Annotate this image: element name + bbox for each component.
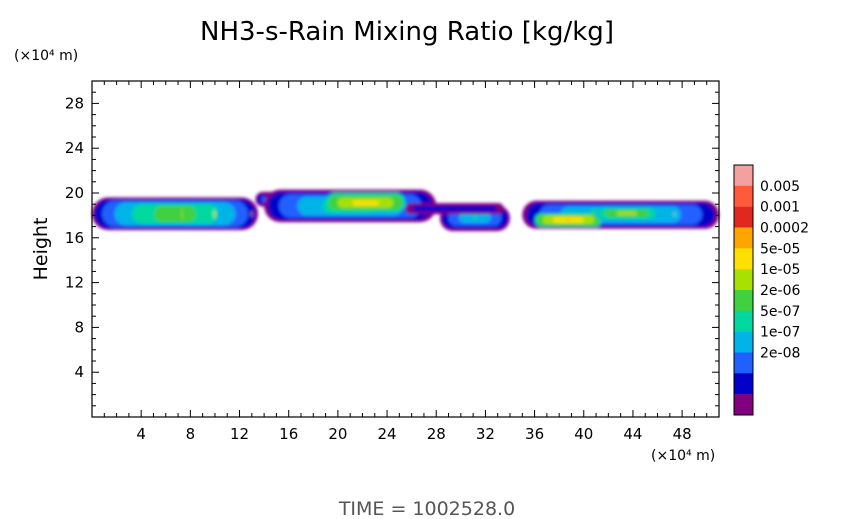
colorbar-swatch bbox=[734, 352, 753, 374]
colorbar-label: 5e-07 bbox=[760, 304, 800, 320]
colorbar-swatch bbox=[734, 310, 753, 332]
band-3b-level-1 bbox=[412, 205, 497, 212]
y-tick-label: 20 bbox=[65, 184, 84, 202]
band-3-level-4 bbox=[473, 215, 477, 221]
colorbar-swatch bbox=[734, 373, 753, 395]
y-tick-label: 24 bbox=[65, 139, 84, 157]
y-axis-unit: (×10⁴ m) bbox=[14, 48, 78, 64]
colorbar-swatch bbox=[734, 290, 753, 312]
colorbar-swatch bbox=[734, 248, 753, 270]
colorbar-label: 5e-05 bbox=[760, 241, 800, 257]
colorbar-label: 0.0002 bbox=[760, 221, 809, 237]
band-1-level-7 bbox=[214, 209, 215, 219]
x-tick-label: 28 bbox=[427, 425, 446, 443]
colorbar-swatch bbox=[734, 165, 753, 187]
x-tick-label: 16 bbox=[279, 425, 298, 443]
x-tick-label: 4 bbox=[136, 425, 146, 443]
band-1-level-8 bbox=[251, 210, 253, 218]
x-tick-label: 40 bbox=[574, 425, 593, 443]
colorbar-label: 2e-06 bbox=[760, 283, 800, 299]
colorbar: 0.005 0.001 0.0002 5e-05 1e-05 2e-06 5e-07 1e-0… bbox=[733, 164, 809, 416]
x-tick-label: 44 bbox=[623, 425, 642, 443]
x-tick-label: 24 bbox=[378, 425, 397, 443]
y-tick-label: 12 bbox=[65, 274, 84, 292]
band-4-level-6 bbox=[674, 212, 675, 217]
x-tick-label: 32 bbox=[476, 425, 495, 443]
x-tick-label: 8 bbox=[186, 425, 196, 443]
plot-frame bbox=[91, 80, 720, 418]
colorbar-swatch bbox=[734, 227, 753, 249]
band-4b-level-4 bbox=[567, 218, 570, 222]
colorbar-swatch bbox=[734, 331, 753, 353]
colorbar-label: 0.005 bbox=[760, 179, 800, 195]
chart-title: NH3-s-Rain Mixing Ratio [kg/kg] bbox=[200, 17, 614, 47]
colorbar-label: 0.001 bbox=[760, 200, 800, 216]
y-tick-label: 8 bbox=[74, 318, 84, 336]
band-2b-level-3 bbox=[352, 200, 379, 206]
band-4c-level-3 bbox=[616, 211, 637, 216]
colorbar-swatch bbox=[734, 269, 753, 291]
y-axis-label: Height bbox=[30, 218, 52, 281]
x-tick-label: 48 bbox=[673, 425, 692, 443]
y-tick-label: 28 bbox=[65, 94, 84, 112]
y-tick-label: 4 bbox=[74, 363, 84, 381]
colorbar-swatch bbox=[734, 206, 753, 228]
y-tick-label: 16 bbox=[65, 229, 84, 247]
x-axis-unit: (×10⁴ m) bbox=[651, 448, 715, 464]
x-tick-label: 12 bbox=[230, 425, 249, 443]
band-1-level-6 bbox=[181, 207, 183, 221]
colorbar-frame bbox=[733, 164, 754, 416]
footer-time: TIME = 1002528.0 bbox=[338, 498, 515, 519]
colorbar-label: 1e-07 bbox=[760, 325, 800, 341]
colorbar-swatch bbox=[734, 394, 753, 416]
plot-area bbox=[92, 189, 719, 232]
x-tick-label: 20 bbox=[328, 425, 347, 443]
colorbar-label: 2e-08 bbox=[760, 346, 800, 362]
band-1-level-5 bbox=[154, 205, 196, 223]
colorbar-label: 1e-05 bbox=[760, 262, 800, 278]
x-tick-label: 36 bbox=[525, 425, 544, 443]
colorbar-swatch bbox=[734, 185, 753, 207]
